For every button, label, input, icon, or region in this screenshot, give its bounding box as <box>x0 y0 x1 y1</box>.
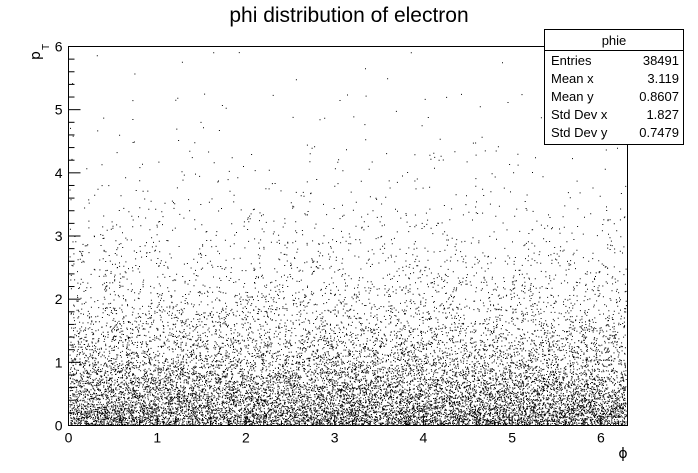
x-tick-label: 6 <box>597 430 605 446</box>
data-points <box>69 52 627 426</box>
x-tick-label: 5 <box>508 430 516 446</box>
y-axis-ticks: 0 1 2 3 4 5 6 <box>55 39 81 434</box>
y-tick-label: 2 <box>55 291 63 307</box>
stats-box-rows: Entries 38491 Mean x 3.119 Mean y 0.8607 Std D… <box>551 53 679 140</box>
y-tick-label: 3 <box>55 228 63 244</box>
x-tick-label: 0 <box>65 430 73 446</box>
stats-row-label: Std Dev y <box>551 125 608 140</box>
y-axis-label-sub: T <box>41 44 52 50</box>
scatter-points <box>69 52 627 426</box>
x-axis-ticks: 0 1 2 3 4 5 6 <box>65 415 620 446</box>
stats-box-frame <box>544 29 684 145</box>
x-tick-label: 4 <box>420 430 428 446</box>
x-tick-label: 2 <box>242 430 250 446</box>
y-axis-label: p T <box>28 44 52 60</box>
y-tick-label: 4 <box>55 165 63 181</box>
stats-box-title: phie <box>602 33 627 48</box>
chart-title: phi distribution of electron <box>229 4 468 27</box>
y-tick-label: 1 <box>55 354 63 370</box>
stats-row-label: Entries <box>551 53 592 68</box>
stats-row-value: 1.827 <box>646 107 679 122</box>
x-axis-label: ϕ <box>618 446 627 462</box>
y-tick-label: 5 <box>55 102 63 118</box>
x-tick-label: 3 <box>331 430 339 446</box>
x-tick-label: 1 <box>153 430 161 446</box>
stats-row-value: 0.8607 <box>639 89 679 104</box>
stats-box: phie Entries 38491 Mean x 3.119 Mean y 0.8607… <box>544 29 684 145</box>
stats-row-label: Mean x <box>551 71 594 86</box>
stats-row-value: 38491 <box>643 53 679 68</box>
y-axis-label-main: p <box>28 51 44 60</box>
y-tick-label: 0 <box>55 418 63 434</box>
stats-row-value: 0.7479 <box>639 125 679 140</box>
y-tick-label: 6 <box>55 39 63 55</box>
stats-row-value: 3.119 <box>647 71 679 86</box>
stats-row-label: Mean y <box>551 89 594 104</box>
stats-row-label: Std Dev x <box>551 107 608 122</box>
